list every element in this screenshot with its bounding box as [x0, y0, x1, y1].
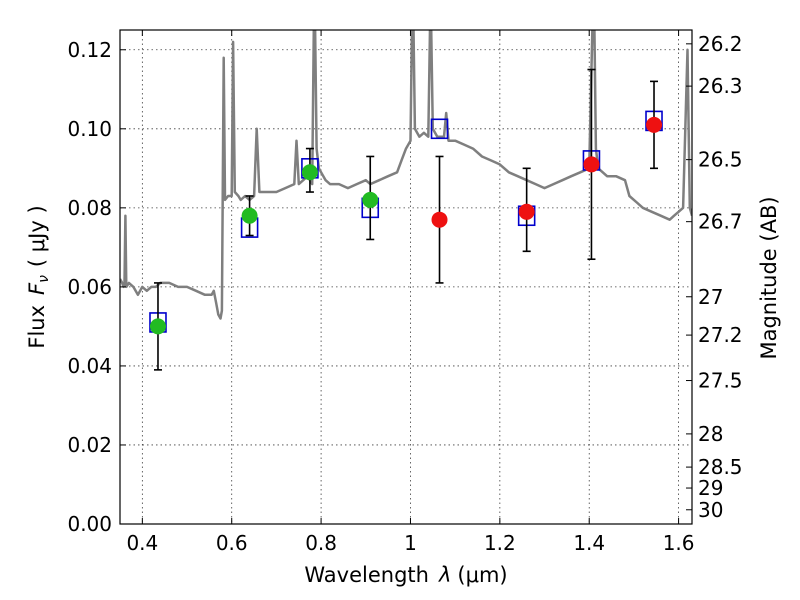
observed-point-green — [149, 318, 166, 335]
right-tick-label: 28 — [698, 422, 723, 446]
x-tick-label: 0.8 — [305, 531, 337, 555]
x-tick-label: 0.6 — [216, 531, 248, 555]
y-tick-label: 0.02 — [67, 433, 112, 457]
observed-point-red — [518, 203, 535, 220]
spectrum-layer — [120, 30, 692, 320]
right-tick-label: 26.5 — [698, 148, 743, 172]
x-tick-label: 1.2 — [484, 531, 516, 555]
y-axis-left: 0.00 0.02 0.04 0.06 0.08 0.10 0.12 — [67, 38, 126, 536]
y-tick-label: 0.00 — [67, 512, 112, 536]
model-spectrum-line — [120, 30, 692, 320]
right-tick-label: 27 — [698, 285, 723, 309]
x-tick-label: 1.6 — [663, 531, 695, 555]
observed-point-green — [301, 164, 318, 181]
y-tick-label: 0.08 — [67, 196, 112, 220]
x-tick-label: 1 — [404, 531, 417, 555]
observed-point-red — [583, 156, 600, 173]
y-tick-label: 0.06 — [67, 275, 112, 299]
right-tick-label: 27.5 — [698, 369, 743, 393]
right-tick-label: 28.5 — [698, 455, 743, 479]
grid — [120, 30, 692, 525]
observed-point-green — [362, 191, 379, 208]
right-tick-label: 26.3 — [698, 74, 743, 98]
observed-point-red — [646, 116, 663, 133]
plot-frame — [119, 29, 693, 525]
x-axis-label: Wavelength λ (μm) — [304, 563, 507, 587]
y-axis-label-right: Magnitude (AB) — [757, 196, 781, 359]
y-axis-label-left: FluxFν( μJy ) — [25, 205, 52, 348]
x-tick-label: 0.4 — [126, 531, 158, 555]
right-tick-label: 26.7 — [698, 210, 743, 234]
right-tick-label: 30 — [698, 498, 723, 522]
observed-points — [149, 116, 663, 335]
right-tick-label: 26.2 — [698, 32, 743, 56]
observed-point-red — [431, 211, 448, 228]
y-tick-label: 0.12 — [67, 38, 112, 62]
right-tick-label: 29 — [698, 476, 723, 500]
x-tick-label: 1.4 — [573, 531, 605, 555]
x-axis: 0.4 0.6 0.8 1 1.2 1.4 1.6 — [126, 30, 695, 555]
model-photometry-box — [430, 118, 449, 140]
observed-point-green — [241, 207, 258, 224]
model-points — [149, 110, 663, 333]
y-tick-label: 0.10 — [67, 117, 112, 141]
right-tick-label: 27.2 — [698, 323, 743, 347]
y-tick-label: 0.04 — [67, 354, 112, 378]
error-bars — [153, 68, 659, 371]
